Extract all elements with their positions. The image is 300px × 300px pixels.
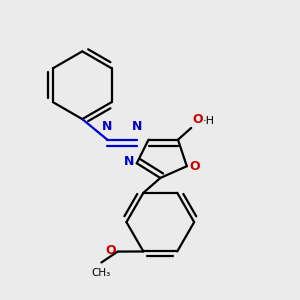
Text: O: O [192, 113, 203, 126]
Text: CH₃: CH₃ [92, 268, 111, 278]
Text: O: O [190, 160, 200, 173]
Text: N: N [102, 120, 112, 133]
Text: N: N [132, 120, 142, 133]
Text: N: N [124, 155, 135, 168]
Text: ·H: ·H [202, 116, 214, 126]
Text: O: O [106, 244, 116, 256]
